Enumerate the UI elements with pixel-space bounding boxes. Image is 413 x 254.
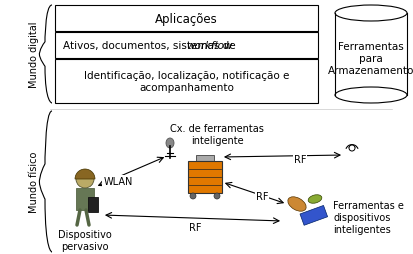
Text: workflow: workflow [186,41,233,51]
Bar [76,188,94,210]
Text: Identificação, localização, notificação e
acompanhamento: Identificação, localização, notificação … [84,71,289,92]
Text: Cx. de ferramentas
inteligente: Cx. de ferramentas inteligente [170,124,264,146]
Text: RF: RF [189,222,201,232]
Circle shape [76,170,94,188]
Ellipse shape [166,138,174,148]
Ellipse shape [288,197,306,211]
Bar [335,14,407,96]
Circle shape [190,193,196,199]
Circle shape [349,146,355,151]
Bar [196,155,214,161]
Text: Mundo físico: Mundo físico [29,151,39,212]
Bar [300,206,328,225]
Text: WLAN: WLAN [103,176,133,186]
Ellipse shape [308,195,322,203]
Text: RF: RF [294,154,306,164]
Text: Ferramentas e
dispositivos
inteligentes: Ferramentas e dispositivos inteligentes [333,201,404,234]
Bar [55,6,318,32]
Bar [88,197,98,212]
Bar [55,33,318,59]
Text: Ativos, documentos, sistemas de: Ativos, documentos, sistemas de [63,41,239,51]
Bar [188,161,222,193]
Text: Mundo digital: Mundo digital [29,22,39,88]
Text: Aplicações: Aplicações [155,12,218,25]
Text: Dispositivo
pervasivo: Dispositivo pervasivo [58,229,112,251]
Bar [55,60,318,104]
Circle shape [214,193,220,199]
Text: Ferramentas
para
Armazenamento: Ferramentas para Armazenamento [328,42,413,75]
Ellipse shape [335,88,407,104]
Text: RF: RF [256,191,268,201]
Ellipse shape [335,6,407,22]
Wedge shape [75,169,95,179]
